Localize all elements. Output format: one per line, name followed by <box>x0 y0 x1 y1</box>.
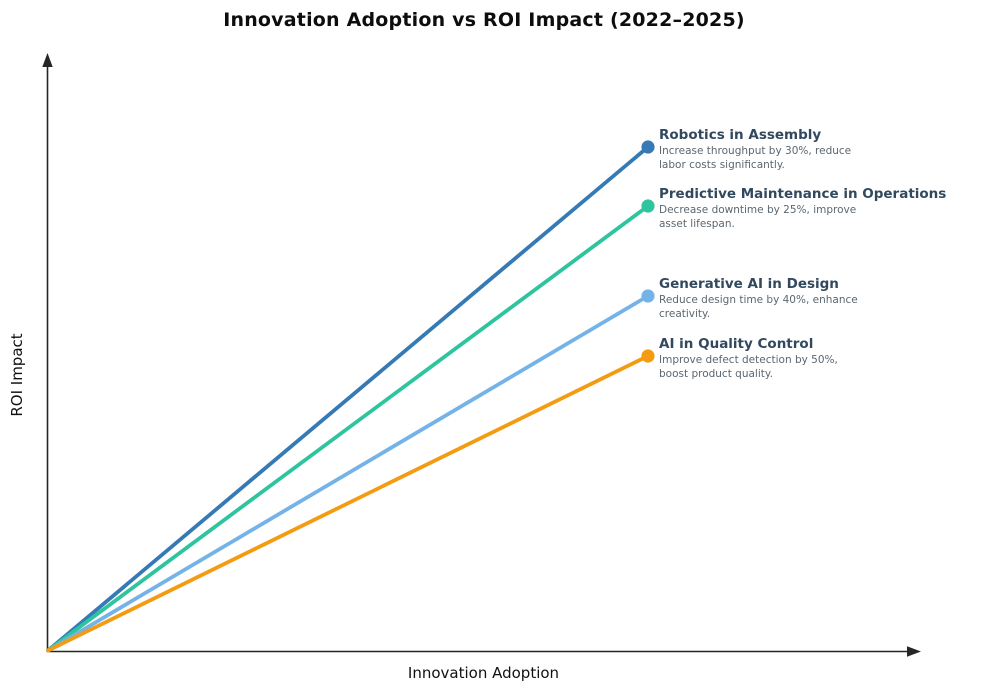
annotation-ai-in-quality-control: AI in Quality Control Improve defect det… <box>659 336 959 381</box>
chart-title: Innovation Adoption vs ROI Impact (2022–… <box>223 9 745 31</box>
annotation-generative-ai-in-design: Generative AI in Design Reduce design ti… <box>659 276 959 321</box>
series-line-generative-ai-in-design <box>46 294 650 653</box>
annotation-desc-line: Improve defect detection by 50%, <box>659 354 838 366</box>
x-axis-arrow-icon <box>907 646 921 657</box>
series-line-predictive-maintenance <box>46 204 650 653</box>
annotation-desc-line: labor costs significantly. <box>659 158 785 171</box>
y-axis-arrow-icon <box>42 53 53 67</box>
endpoint-dot-generative-ai-in-design <box>641 289 655 303</box>
annotation-desc-line: asset lifespan. <box>659 217 735 230</box>
series-line-ai-in-quality-control <box>46 354 650 653</box>
annotation-title: Robotics in Assembly <box>659 127 822 143</box>
endpoint-dot-robotics-in-assembly <box>641 140 655 154</box>
annotation-desc-line: boost product quality. <box>659 367 773 380</box>
y-axis-label: ROI Impact <box>8 333 26 417</box>
annotation-title: Generative AI in Design <box>659 276 839 292</box>
endpoint-dot-ai-in-quality-control <box>641 349 655 363</box>
annotation-desc-line: Decrease downtime by 25%, improve <box>659 204 857 216</box>
series-line-robotics-in-assembly <box>46 145 650 653</box>
annotation-desc-line: Increase throughput by 30%, reduce <box>659 145 852 157</box>
annotation-desc-line: creativity. <box>659 307 711 320</box>
annotation-predictive-maintenance: Predictive Maintenance in Operations Dec… <box>659 186 959 231</box>
annotation-title: AI in Quality Control <box>659 336 814 352</box>
annotation-robotics-in-assembly: Robotics in Assembly Increase throughput… <box>659 127 959 172</box>
annotation-title: Predictive Maintenance in Operations <box>659 186 947 202</box>
x-axis-label: Innovation Adoption <box>407 664 560 682</box>
endpoint-dot-predictive-maintenance <box>641 199 655 213</box>
annotation-desc-line: Reduce design time by 40%, enhance <box>659 294 858 306</box>
